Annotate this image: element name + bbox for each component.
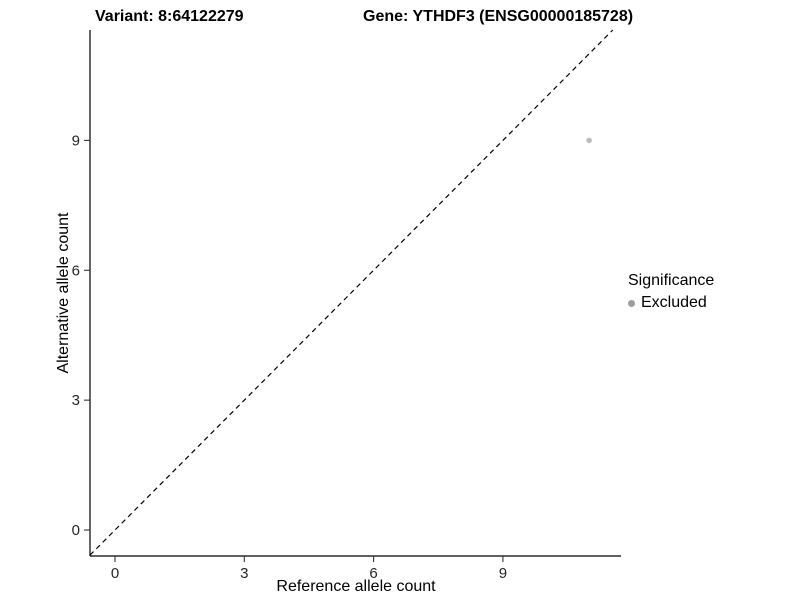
x-tick-label: 6 (369, 565, 377, 580)
y-tick-label: 9 (72, 132, 80, 149)
plot-svg: 0 3 6 9 0 3 6 9 (72, 29, 621, 580)
y-tick-label: 0 (72, 522, 80, 539)
identity-reference-line (89, 29, 614, 556)
x-tick-label: 0 (111, 565, 119, 580)
y-tick-label: 3 (72, 392, 80, 409)
legend-entry-excluded: Excluded (628, 294, 714, 312)
y-axis-title: Alternative allele count (55, 212, 72, 374)
x-tick-label: 9 (499, 565, 507, 580)
x-axis-title: Reference allele count (276, 578, 436, 595)
plot-title-variant: Variant: 8:64122279 (95, 8, 244, 25)
x-tick-label: 3 (240, 565, 248, 580)
y-tick-label: 6 (72, 262, 80, 279)
data-point (586, 137, 592, 144)
legend-title: Significance (628, 272, 715, 289)
legend-entry-label: Excluded (641, 294, 707, 311)
legend-point-icon (628, 299, 635, 307)
plot-title-gene: Gene: YTHDF3 (ENSG00000185728) (363, 8, 634, 25)
legend: Significance Excluded (628, 272, 714, 312)
